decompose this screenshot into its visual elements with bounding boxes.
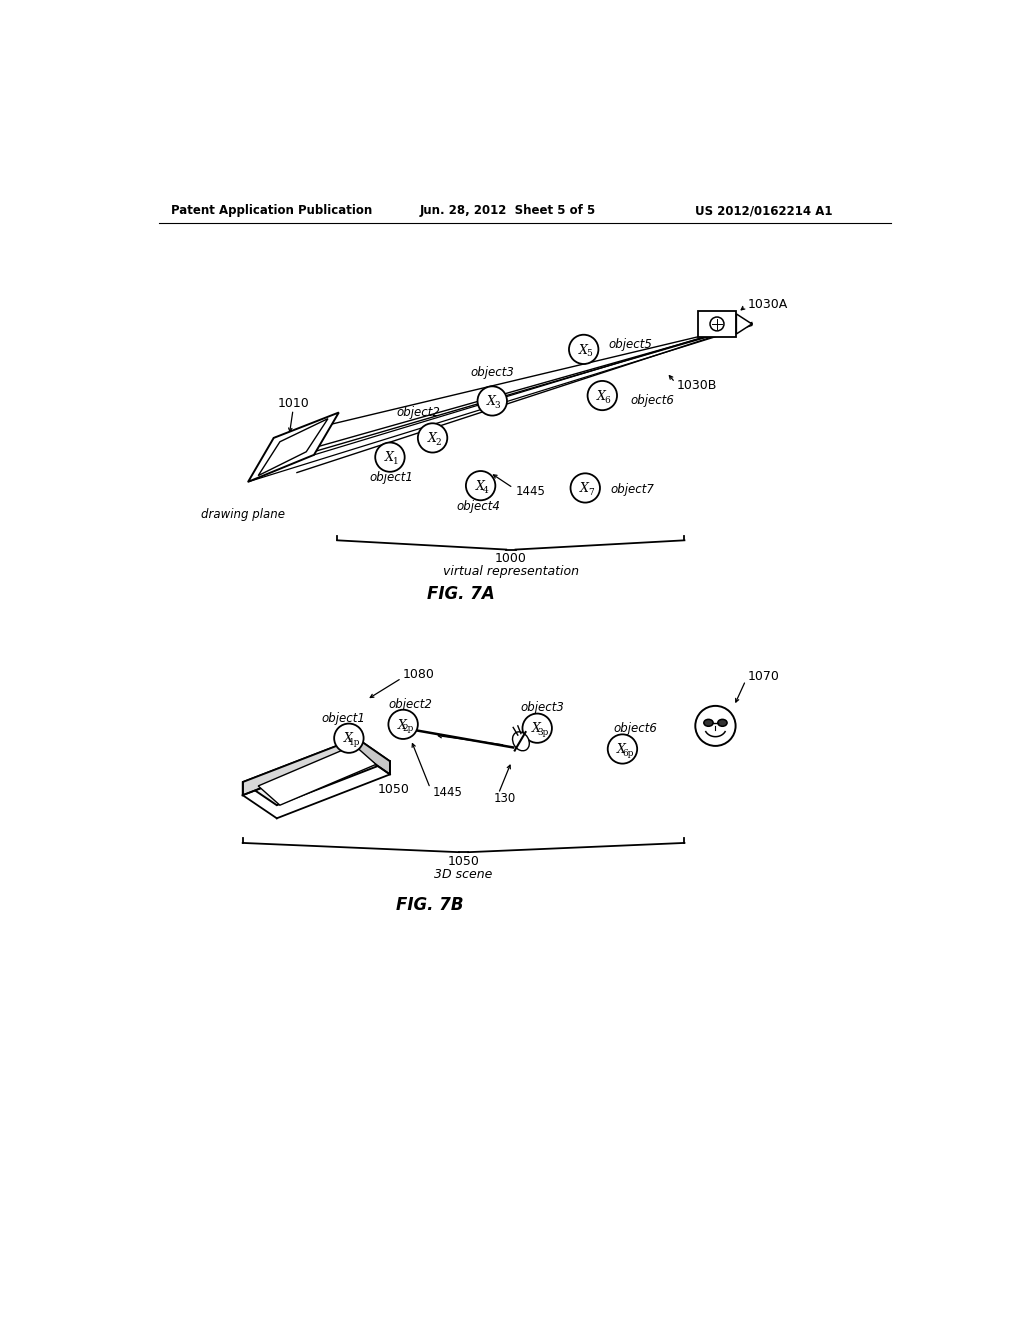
- Text: FIG. 7B: FIG. 7B: [396, 896, 464, 915]
- Circle shape: [418, 424, 447, 453]
- Text: 1080: 1080: [403, 668, 435, 681]
- Text: object1: object1: [322, 711, 366, 725]
- Text: object2: object2: [389, 698, 433, 711]
- Text: US 2012/0162214 A1: US 2012/0162214 A1: [694, 205, 833, 218]
- Text: X: X: [532, 722, 541, 735]
- Text: X: X: [427, 432, 436, 445]
- Text: 1010: 1010: [278, 397, 309, 409]
- Text: virtual representation: virtual representation: [442, 565, 579, 578]
- Circle shape: [588, 381, 617, 411]
- Text: 3D scene: 3D scene: [434, 869, 493, 880]
- Circle shape: [570, 474, 600, 503]
- Text: FIG. 7A: FIG. 7A: [427, 585, 496, 603]
- Text: X: X: [580, 482, 589, 495]
- Text: X: X: [398, 718, 407, 731]
- Text: object1: object1: [370, 471, 414, 484]
- Text: object5: object5: [608, 338, 652, 351]
- Circle shape: [466, 471, 496, 500]
- Polygon shape: [258, 744, 376, 805]
- Text: 3: 3: [495, 401, 501, 411]
- Ellipse shape: [703, 719, 713, 726]
- Text: 1030A: 1030A: [748, 298, 788, 312]
- Text: object6: object6: [613, 722, 657, 735]
- Text: 5: 5: [586, 350, 592, 359]
- Polygon shape: [258, 418, 328, 475]
- Text: 1445: 1445: [432, 785, 463, 799]
- Text: 4: 4: [483, 486, 488, 495]
- Text: object4: object4: [457, 500, 501, 513]
- Polygon shape: [243, 738, 356, 795]
- Ellipse shape: [513, 731, 529, 751]
- Circle shape: [710, 317, 724, 331]
- Circle shape: [569, 335, 598, 364]
- Text: 1: 1: [392, 457, 398, 466]
- Text: 1050: 1050: [447, 855, 479, 869]
- Text: 1070: 1070: [748, 671, 780, 684]
- Circle shape: [695, 706, 735, 746]
- Text: object2: object2: [396, 407, 440, 418]
- Ellipse shape: [718, 719, 727, 726]
- Text: 1445: 1445: [515, 486, 546, 499]
- Text: 1p: 1p: [348, 738, 360, 747]
- Text: 7: 7: [588, 488, 594, 498]
- Text: 2p: 2p: [402, 725, 415, 734]
- Polygon shape: [736, 314, 752, 334]
- Text: 1030B: 1030B: [677, 379, 717, 392]
- Text: X: X: [487, 395, 496, 408]
- Polygon shape: [248, 412, 339, 482]
- Text: Patent Application Publication: Patent Application Publication: [171, 205, 372, 218]
- Text: X: X: [597, 389, 606, 403]
- Polygon shape: [697, 312, 736, 337]
- Text: drawing plane: drawing plane: [201, 508, 285, 520]
- Text: object3: object3: [520, 701, 564, 714]
- Text: X: X: [385, 451, 393, 465]
- Text: 6: 6: [605, 396, 610, 405]
- Text: 1050: 1050: [378, 783, 410, 796]
- Text: X: X: [475, 480, 484, 492]
- Text: 3p: 3p: [537, 729, 548, 738]
- Circle shape: [375, 442, 404, 471]
- Text: 6p: 6p: [623, 750, 634, 758]
- Text: X: X: [344, 733, 352, 746]
- Text: object6: object6: [630, 395, 674, 408]
- Text: 130: 130: [494, 792, 516, 805]
- Polygon shape: [356, 738, 390, 775]
- Text: X: X: [617, 743, 626, 756]
- Text: object3: object3: [470, 366, 514, 379]
- Circle shape: [522, 714, 552, 743]
- Text: X: X: [579, 343, 588, 356]
- Circle shape: [607, 734, 637, 763]
- Text: 1000: 1000: [495, 552, 526, 565]
- Text: Jun. 28, 2012  Sheet 5 of 5: Jun. 28, 2012 Sheet 5 of 5: [420, 205, 596, 218]
- Polygon shape: [243, 738, 390, 805]
- Circle shape: [477, 387, 507, 416]
- Circle shape: [334, 723, 364, 752]
- Text: object7: object7: [610, 483, 654, 496]
- Text: 2: 2: [435, 438, 440, 447]
- Circle shape: [388, 710, 418, 739]
